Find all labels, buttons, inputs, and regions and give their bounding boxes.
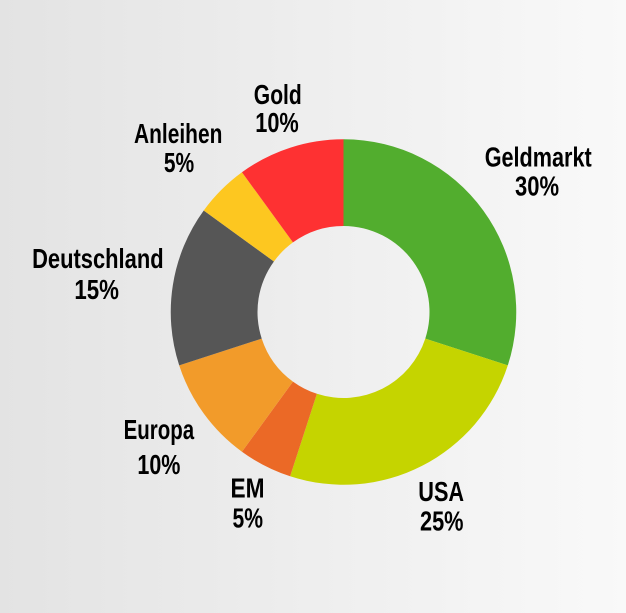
svg-text:15%: 15% [74, 274, 119, 305]
svg-text:25%: 25% [420, 506, 464, 537]
svg-text:EM: EM [231, 473, 265, 504]
svg-text:10%: 10% [137, 449, 180, 480]
svg-text:Gold: Gold [254, 79, 302, 110]
svg-text:Europa: Europa [124, 414, 195, 445]
svg-text:USA: USA [418, 476, 464, 507]
svg-text:Anleihen: Anleihen [134, 118, 222, 149]
svg-text:10%: 10% [255, 107, 299, 138]
svg-text:30%: 30% [515, 170, 559, 201]
svg-text:5%: 5% [233, 502, 264, 533]
svg-text:5%: 5% [164, 147, 194, 178]
svg-text:Deutschland: Deutschland [32, 243, 164, 274]
svg-text:Geldmarkt: Geldmarkt [485, 142, 592, 173]
